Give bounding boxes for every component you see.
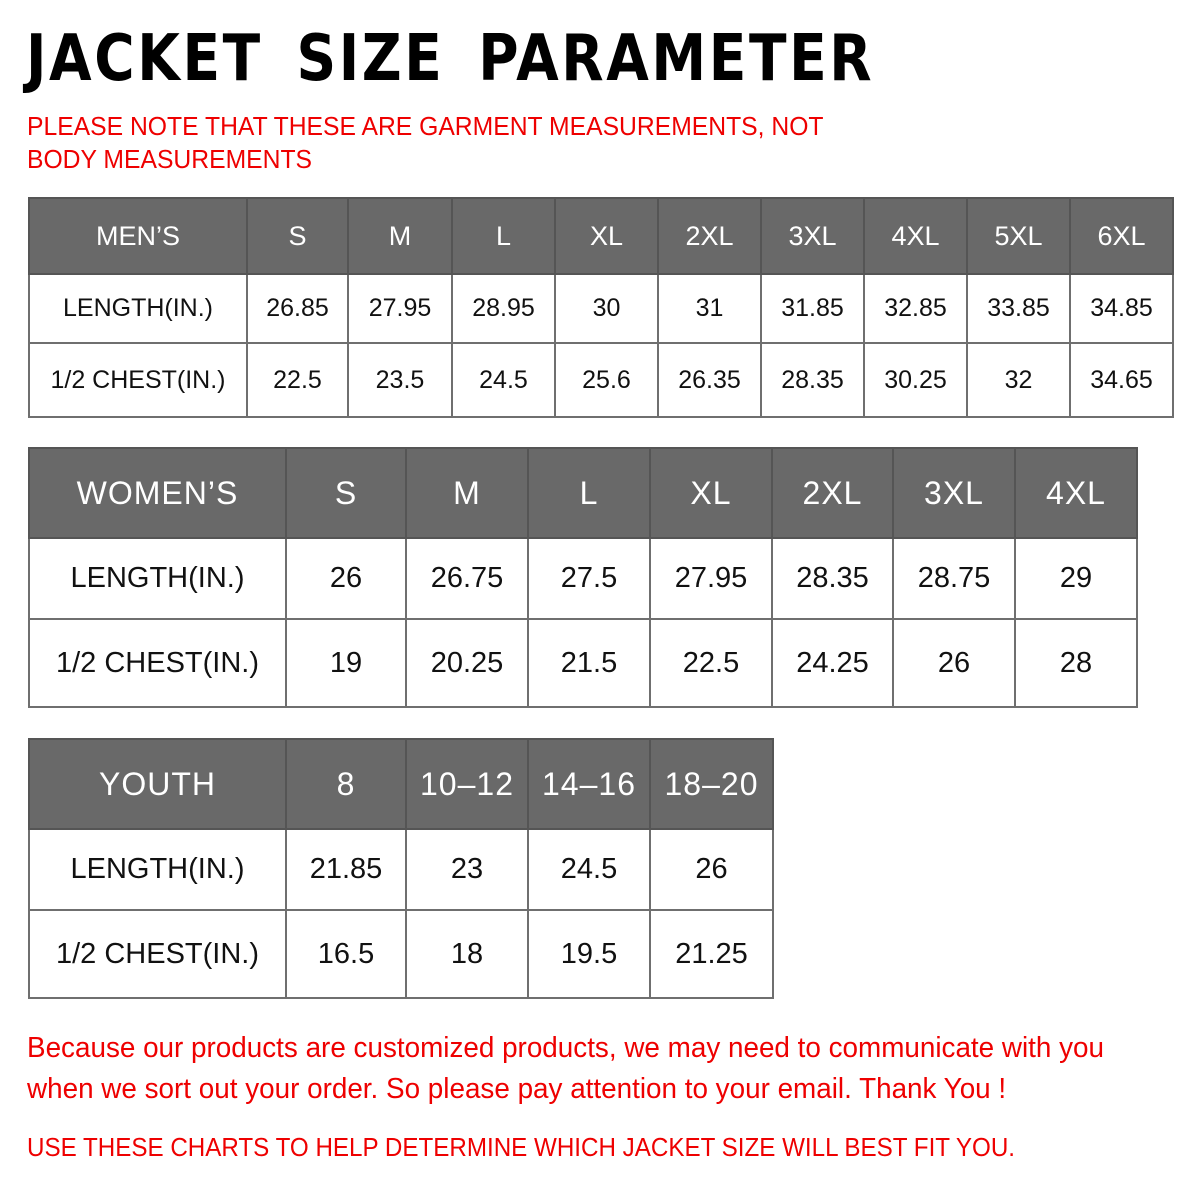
measurement-label: LENGTH(IN.): [28, 537, 287, 620]
measurement-value: 28.95: [451, 273, 556, 344]
measurement-label: LENGTH(IN.): [28, 273, 248, 344]
size-header: S: [285, 447, 407, 539]
measurement-value: 33.85: [966, 273, 1071, 344]
size-header: L: [451, 197, 556, 275]
measurement-value: 28.75: [892, 537, 1016, 620]
measurement-value: 32: [966, 342, 1071, 418]
measurement-value: 21.85: [285, 828, 407, 911]
measurement-value: 24.5: [451, 342, 556, 418]
size-header: M: [347, 197, 453, 275]
table-row: LENGTH(IN.) 26 26.75 27.5 27.95 28.35 28.75 29: [28, 537, 1138, 620]
measurement-value: 19: [285, 618, 407, 708]
table-row: LENGTH(IN.) 21.85 23 24.5 26: [28, 828, 774, 911]
measurement-value: 26.35: [657, 342, 762, 418]
youth-size-table: YOUTH 8 10–12 14–16 18–20 LENGTH(IN.) 21.85 23 2…: [28, 738, 774, 999]
table-row: 1/2 CHEST(IN.) 16.5 18 19.5 21.25: [28, 909, 774, 999]
size-header: 2XL: [771, 447, 894, 539]
measurement-value: 25.6: [554, 342, 659, 418]
measurement-value: 28: [1014, 618, 1138, 708]
category-header: MEN’S: [28, 197, 248, 275]
category-header: WOMEN’S: [28, 447, 287, 539]
measurement-label: 1/2 CHEST(IN.): [28, 618, 287, 708]
measurement-value: 22.5: [246, 342, 349, 418]
size-header: 2XL: [657, 197, 762, 275]
customization-message: Because our products are customized prod…: [27, 1032, 1105, 1105]
size-header: L: [527, 447, 651, 539]
measurement-value: 31: [657, 273, 762, 344]
measurement-label: 1/2 CHEST(IN.): [28, 909, 287, 999]
size-header: 18–20: [649, 738, 774, 830]
measurement-value: 30: [554, 273, 659, 344]
size-header: S: [246, 197, 349, 275]
measurement-value: 32.85: [863, 273, 968, 344]
measurement-value: 29: [1014, 537, 1138, 620]
measurement-value: 30.25: [863, 342, 968, 418]
page-title: JACKET SIZE PARAMETER: [26, 22, 875, 96]
measurement-value: 24.5: [527, 828, 651, 911]
size-header: 4XL: [863, 197, 968, 275]
measurement-value: 20.25: [405, 618, 529, 708]
measurement-value: 27.95: [649, 537, 773, 620]
size-header: 8: [285, 738, 407, 830]
size-header: XL: [554, 197, 659, 275]
measurement-value: 23.5: [347, 342, 453, 418]
measurement-value: 21.5: [527, 618, 651, 708]
size-header: XL: [649, 447, 773, 539]
size-header: 3XL: [892, 447, 1016, 539]
measurement-value: 16.5: [285, 909, 407, 999]
measurement-value: 26.75: [405, 537, 529, 620]
size-advice: USE THESE CHARTS TO HELP DETERMINE WHICH…: [27, 1132, 1016, 1162]
womens-size-table: WOMEN’S S M L XL 2XL 3XL 4XL LENGTH(IN.) 26 26.75 2…: [28, 447, 1138, 708]
table-row: 1/2 CHEST(IN.) 22.5 23.5 24.5 25.6 26.35 28.35…: [28, 342, 1174, 418]
size-header: 4XL: [1014, 447, 1138, 539]
measurement-value: 26.85: [246, 273, 349, 344]
measurement-value: 22.5: [649, 618, 773, 708]
measurement-value: 28.35: [760, 342, 865, 418]
table-header-row: MEN’S S M L XL 2XL 3XL 4XL 5XL 6XL: [28, 197, 1174, 275]
measurement-value: 26: [285, 537, 407, 620]
table-header-row: YOUTH 8 10–12 14–16 18–20: [28, 738, 774, 830]
measurement-value: 34.85: [1069, 273, 1174, 344]
measurement-value: 18: [405, 909, 529, 999]
measurement-value: 27.5: [527, 537, 651, 620]
table-row: LENGTH(IN.) 26.85 27.95 28.95 30 31 31.85 32.85…: [28, 273, 1174, 344]
measurement-label: 1/2 CHEST(IN.): [28, 342, 248, 418]
size-header: 6XL: [1069, 197, 1174, 275]
measurement-value: 28.35: [771, 537, 894, 620]
measurement-value: 19.5: [527, 909, 651, 999]
measurement-value: 21.25: [649, 909, 774, 999]
measurement-note: PLEASE NOTE THAT THESE ARE GARMENT MEASU…: [27, 111, 824, 174]
size-header: M: [405, 447, 529, 539]
measurement-value: 34.65: [1069, 342, 1174, 418]
measurement-value: 31.85: [760, 273, 865, 344]
measurement-value: 23: [405, 828, 529, 911]
measurement-value: 26: [892, 618, 1016, 708]
table-header-row: WOMEN’S S M L XL 2XL 3XL 4XL: [28, 447, 1138, 539]
measurement-value: 26: [649, 828, 774, 911]
size-header: 10–12: [405, 738, 529, 830]
measurement-value: 24.25: [771, 618, 894, 708]
mens-size-table: MEN’S S M L XL 2XL 3XL 4XL 5XL 6XL LENGTH(IN.) 26.8…: [28, 197, 1174, 418]
category-header: YOUTH: [28, 738, 287, 830]
table-row: 1/2 CHEST(IN.) 19 20.25 21.5 22.5 24.25 26 28: [28, 618, 1138, 708]
size-header: 14–16: [527, 738, 651, 830]
measurement-value: 27.95: [347, 273, 453, 344]
size-header: 5XL: [966, 197, 1071, 275]
measurement-label: LENGTH(IN.): [28, 828, 287, 911]
size-header: 3XL: [760, 197, 865, 275]
